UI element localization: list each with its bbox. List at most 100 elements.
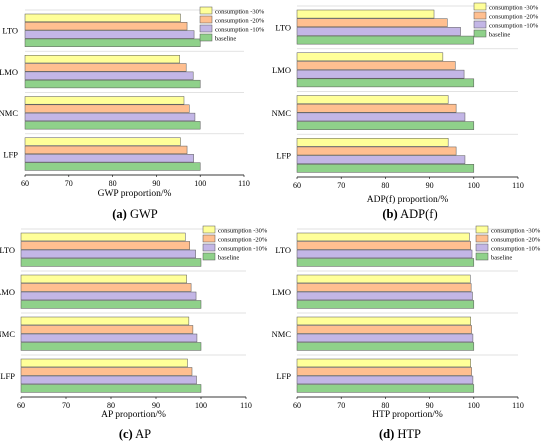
bar-LFP-consumption-20- bbox=[20, 367, 193, 376]
legend-swatch bbox=[202, 252, 216, 261]
legend-label: consumption -20% bbox=[215, 18, 265, 25]
bar-LMO-baseline bbox=[24, 79, 201, 89]
bar-LFP-consumption-10- bbox=[296, 375, 474, 385]
bar-LTO-consumption-20- bbox=[20, 241, 190, 250]
bar-LTO-consumption-30- bbox=[296, 232, 470, 242]
legend-swatch bbox=[475, 234, 489, 243]
legend-label: consumption -20% bbox=[489, 14, 539, 21]
bar-LMO-consumption-10- bbox=[296, 291, 473, 301]
tick-label: 80 bbox=[381, 401, 389, 410]
category-label: NMC bbox=[0, 329, 15, 339]
chart-panel-1: LFP NMC LMO LTO 60 70 80 90 100 110 ADP(f) proport… bbox=[272, 2, 539, 205]
category-label: LTO bbox=[275, 22, 291, 32]
legend-label: consumption -10% bbox=[215, 27, 265, 34]
caption-a: (a) GWP bbox=[112, 207, 158, 221]
tick-label: 100 bbox=[194, 179, 206, 188]
bar-LTO-consumption-20- bbox=[296, 241, 471, 250]
bar-LMO-consumption-10- bbox=[24, 71, 194, 80]
caption-d: (d) HTP bbox=[378, 427, 422, 441]
bar-NMC-consumption-20- bbox=[296, 103, 457, 113]
bar-LMO-consumption-30- bbox=[296, 274, 471, 284]
tick-label: 100 bbox=[468, 401, 480, 410]
bar-LTO-consumption-10- bbox=[296, 27, 461, 36]
bar-LFP-baseline bbox=[296, 164, 475, 173]
legend: consumption -30% consumption -20% consumpt… bbox=[199, 6, 265, 43]
legend-swatch bbox=[199, 15, 213, 24]
legend: consumption -30% consumption -20% consumpt… bbox=[475, 225, 541, 262]
tick-label: 70 bbox=[337, 401, 345, 410]
bar-LFP-consumption-30- bbox=[296, 138, 449, 147]
chart-panel-2: LFP NMC LMO LTO 60 70 80 90 100 110 AP proportion/… bbox=[0, 225, 268, 420]
bar-LMO-consumption-20- bbox=[24, 63, 187, 72]
bar-NMC-consumption-30- bbox=[20, 316, 190, 326]
category-label: NMC bbox=[0, 108, 18, 118]
bar-LTO-baseline bbox=[20, 258, 202, 267]
bar-LTO-consumption-20- bbox=[296, 18, 448, 28]
legend-label: consumption -20% bbox=[218, 237, 268, 244]
legend-label: consumption -30% bbox=[491, 228, 541, 235]
category-label: LFP bbox=[0, 371, 15, 381]
legend-label: consumption -10% bbox=[489, 23, 539, 30]
bar-NMC-consumption-10- bbox=[20, 333, 198, 343]
bar-LFP-consumption-10- bbox=[296, 155, 466, 164]
x-axis-label: AP proportion/% bbox=[101, 410, 166, 420]
legend-label: consumption -10% bbox=[218, 246, 268, 253]
tick-label: 90 bbox=[426, 181, 434, 190]
category-label: LFP bbox=[276, 151, 291, 161]
bar-LTO-consumption-30- bbox=[296, 9, 435, 19]
tick-label: 100 bbox=[195, 401, 207, 410]
caption-b: (b) ADP(f) bbox=[382, 207, 438, 221]
category-label: LMO bbox=[0, 287, 15, 297]
legend-label: consumption -20% bbox=[491, 237, 541, 244]
category-label: LMO bbox=[272, 65, 291, 75]
bar-LMO-consumption-10- bbox=[296, 69, 465, 79]
bar-LMO-consumption-20- bbox=[20, 283, 192, 292]
bar-LTO-consumption-10- bbox=[20, 249, 196, 259]
legend-swatch bbox=[202, 234, 216, 243]
bar-LFP-baseline bbox=[20, 384, 202, 393]
bar-LMO-consumption-30- bbox=[24, 55, 180, 64]
bar-LMO-consumption-30- bbox=[20, 274, 187, 284]
bar-NMC-baseline bbox=[24, 121, 201, 130]
bar-LMO-baseline bbox=[296, 300, 475, 309]
bar-NMC-consumption-30- bbox=[24, 96, 185, 105]
tick-label: 90 bbox=[426, 401, 434, 410]
legend-label: baseline bbox=[489, 32, 510, 39]
category-label: LTO bbox=[275, 245, 291, 255]
bar-LMO-consumption-10- bbox=[20, 291, 197, 301]
bar-NMC-consumption-20- bbox=[20, 325, 194, 334]
tick-label: 110 bbox=[512, 181, 524, 190]
tick-label: 80 bbox=[381, 181, 389, 190]
legend-swatch bbox=[473, 20, 487, 29]
bar-LFP-consumption-20- bbox=[296, 146, 457, 156]
bar-NMC-consumption-30- bbox=[296, 95, 449, 104]
bar-LTO-baseline bbox=[24, 38, 201, 47]
category-label: NMC bbox=[272, 329, 292, 339]
category-label: LTO bbox=[0, 245, 15, 255]
tick-label: 110 bbox=[240, 401, 252, 410]
bar-LFP-baseline bbox=[24, 162, 201, 171]
legend-swatch bbox=[473, 29, 487, 38]
tick-label: 110 bbox=[512, 401, 524, 410]
bar-LTO-consumption-20- bbox=[24, 22, 188, 31]
tick-label: 60 bbox=[17, 401, 25, 410]
tick-label: 60 bbox=[293, 401, 301, 410]
tick-label: 80 bbox=[107, 401, 115, 410]
bar-LMO-consumption-20- bbox=[296, 61, 456, 70]
tick-label: 60 bbox=[21, 179, 29, 188]
bar-LMO-consumption-20- bbox=[296, 283, 472, 292]
category-label: NMC bbox=[272, 108, 292, 118]
bar-NMC-consumption-30- bbox=[296, 316, 471, 326]
bar-LTO-baseline bbox=[296, 35, 475, 45]
bar-LMO-baseline bbox=[20, 300, 202, 309]
legend-swatch bbox=[473, 11, 487, 20]
bar-LFP-consumption-30- bbox=[20, 358, 188, 368]
legend-swatch bbox=[475, 243, 489, 252]
tick-label: 70 bbox=[337, 181, 345, 190]
bar-LTO-consumption-10- bbox=[24, 30, 195, 39]
tick-label: 60 bbox=[293, 181, 301, 190]
tick-label: 100 bbox=[468, 181, 480, 190]
bar-LTO-baseline bbox=[296, 258, 475, 267]
bar-LTO-consumption-30- bbox=[24, 13, 181, 22]
tick-label: 80 bbox=[109, 179, 117, 188]
